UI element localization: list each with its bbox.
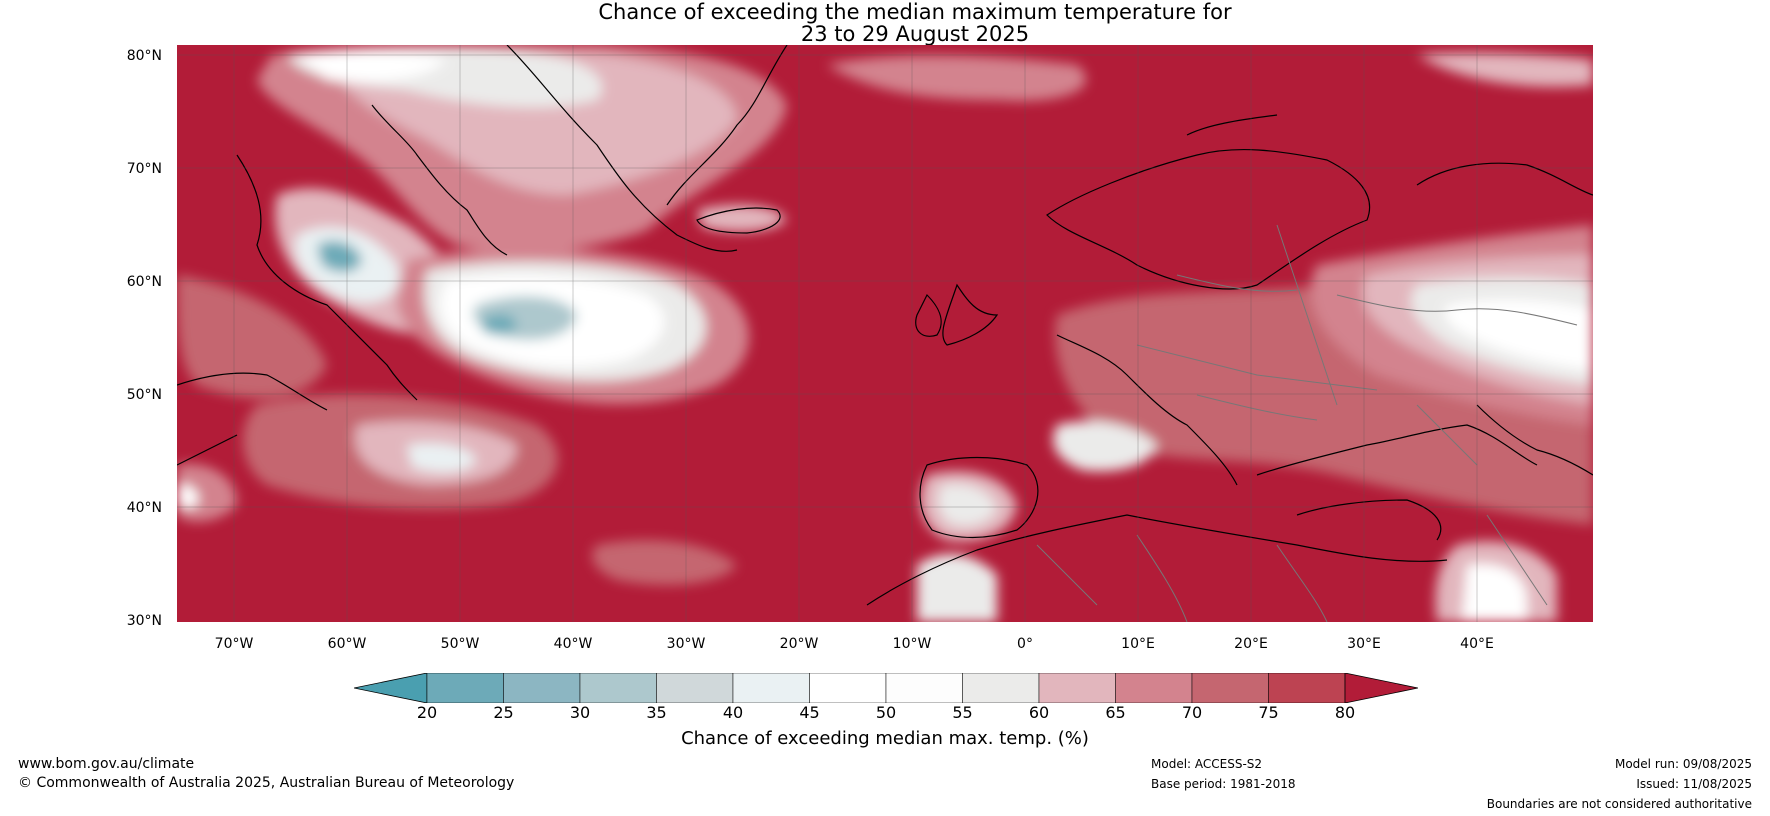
colorbar-segment: [732, 672, 810, 704]
colorbar-segment: [1268, 672, 1346, 704]
footer-url: www.bom.gov.au/climate: [18, 756, 195, 772]
lon-label-30e: 30°E: [1347, 636, 1381, 652]
colorbar-tick-label: 30: [569, 703, 591, 722]
lat-label-70n: 70°N: [126, 161, 162, 177]
lon-label-10w: 10°W: [892, 636, 932, 652]
colorbar-segment: [503, 672, 581, 704]
colorbar-tick-label: 35: [646, 703, 667, 722]
lon-label-50w: 50°W: [440, 636, 480, 652]
footer-base-period: Base period: 1981-2018: [1151, 777, 1296, 791]
lon-label-40w: 40°W: [553, 636, 593, 652]
colorbar-tick-label: 75: [1258, 703, 1279, 722]
lat-label-80n: 80°N: [126, 48, 162, 64]
colorbar-segment: [656, 672, 734, 704]
colorbar-tick-label: 70: [1181, 703, 1203, 722]
lon-label-30w: 30°W: [666, 636, 706, 652]
footer-issued: Issued: 11/08/2025: [1636, 777, 1752, 791]
colorbar-tick-label: 20: [416, 703, 438, 722]
colorbar-tick-label: 45: [799, 703, 820, 722]
lon-label-70w: 70°W: [214, 636, 254, 652]
colorbar-tick-label: 55: [952, 703, 973, 722]
lat-label-30n: 30°N: [126, 613, 162, 629]
lat-label-50n: 50°N: [126, 387, 162, 403]
lon-label-60w: 60°W: [327, 636, 367, 652]
lon-label-20w: 20°W: [779, 636, 819, 652]
lon-label-0: 0°: [1017, 636, 1033, 652]
footer-model: Model: ACCESS-S2: [1151, 757, 1263, 771]
colorbar-tick-label: 60: [1028, 703, 1050, 722]
map-title-line2: 23 to 29 August 2025: [800, 22, 1030, 46]
lon-label-10e: 10°E: [1121, 636, 1155, 652]
lat-label-40n: 40°N: [126, 500, 162, 516]
colorbar-segment: [1191, 672, 1269, 704]
colorbar-segment: [1115, 672, 1193, 704]
colorbar-segment: [962, 672, 1040, 704]
footer-copyright: © Commonwealth of Australia 2025, Austra…: [18, 775, 515, 791]
lon-label-20e: 20°E: [1234, 636, 1268, 652]
colorbar: [353, 672, 1419, 704]
colorbar-segment: [885, 672, 963, 704]
colorbar-segment: [809, 672, 887, 704]
colorbar-tick-label: 50: [875, 703, 897, 722]
lon-label-40e: 40°E: [1460, 636, 1494, 652]
colorbar-tick-label: 80: [1334, 703, 1356, 722]
footer-disclaimer: Boundaries are not considered authoritat…: [1486, 797, 1752, 811]
map-title-line1: Chance of exceeding the median maximum t…: [598, 0, 1232, 24]
coastlines: [177, 45, 1593, 606]
lat-label-60n: 60°N: [126, 274, 162, 290]
colorbar-min-arrow: [353, 672, 428, 704]
colorbar-segment: [1038, 672, 1116, 704]
colorbar-max-arrow: [1344, 672, 1419, 704]
colorbar-label: Chance of exceeding median max. temp. (%…: [681, 728, 1089, 749]
probability-contours: [177, 45, 1593, 622]
graticule: [177, 45, 1593, 622]
colorbar-segment: [426, 672, 504, 704]
colorbar-tick-label: 65: [1105, 703, 1126, 722]
colorbar-segment: [579, 672, 657, 704]
country-borders: [1036, 224, 1578, 622]
probability-map: [177, 45, 1593, 622]
colorbar-tick-label: 25: [493, 703, 514, 722]
colorbar-tick-label: 40: [722, 703, 744, 722]
footer-model-run: Model run: 09/08/2025: [1614, 757, 1752, 771]
